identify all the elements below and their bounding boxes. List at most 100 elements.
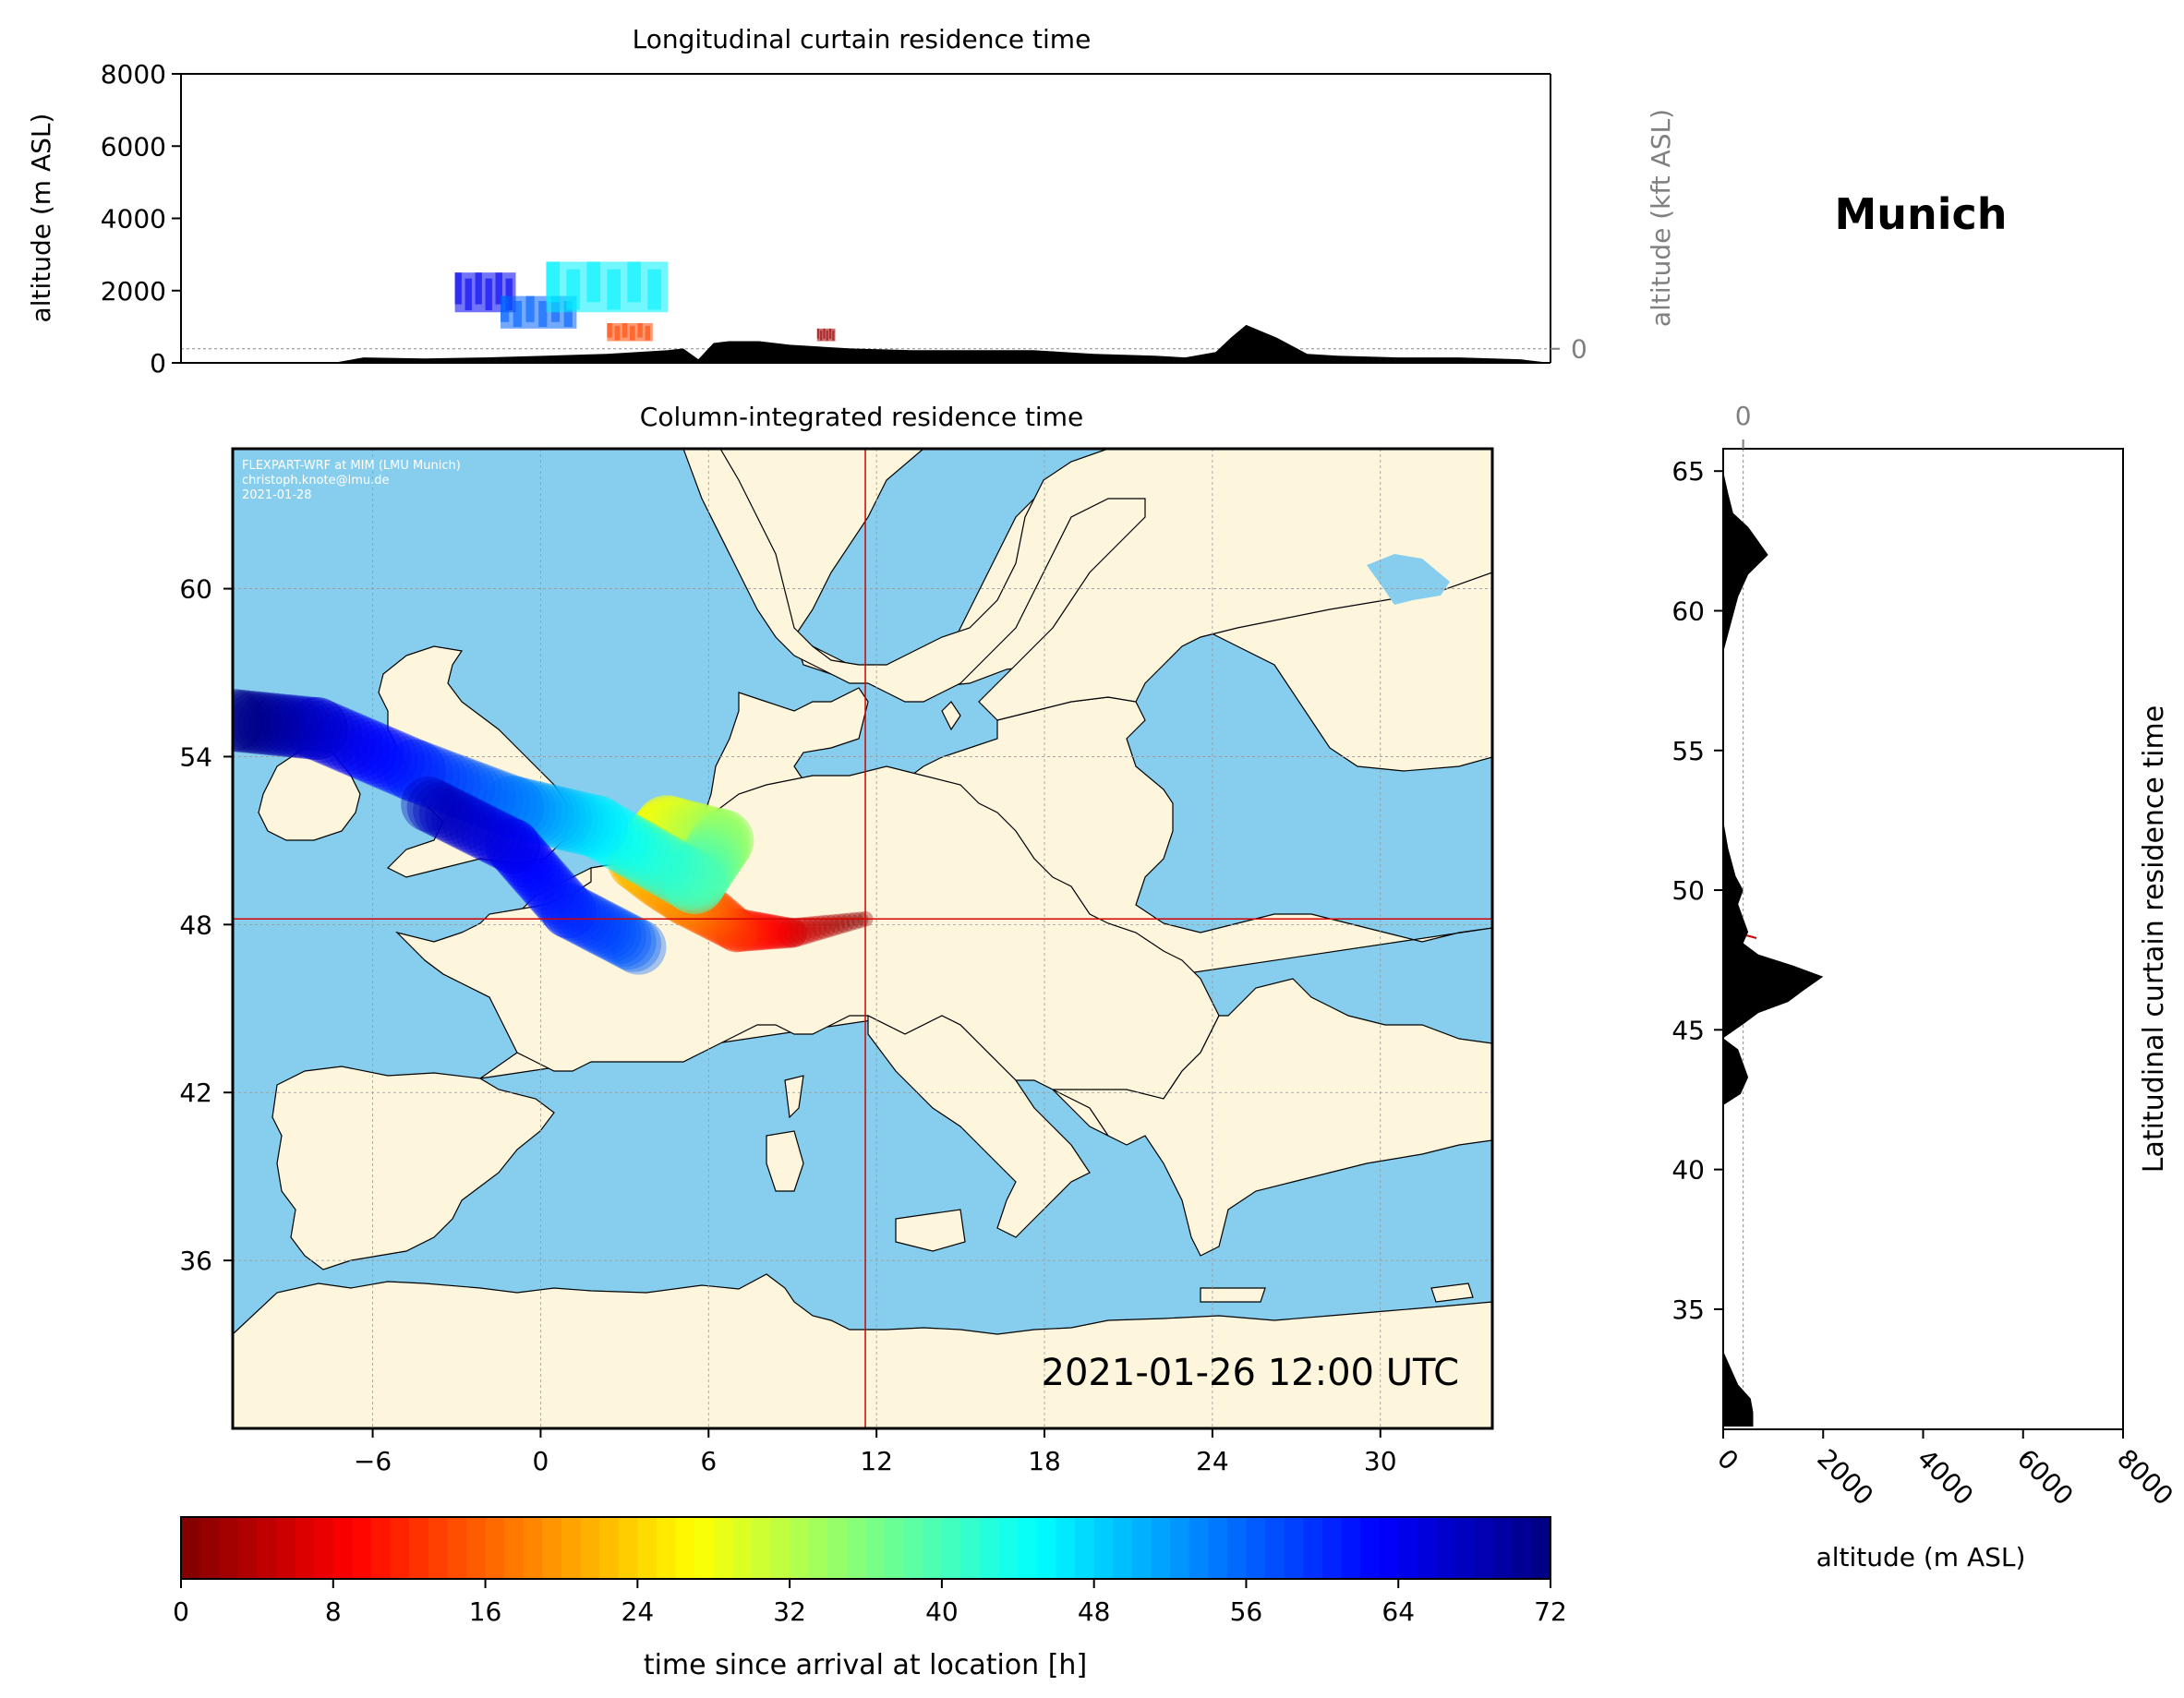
plume-segment [243,692,307,756]
side-x-tick-label: 6000 [2011,1443,2080,1511]
colorbar-cell [923,1517,943,1579]
residence-patch-strip [621,322,628,338]
side-panel-grid [1743,449,1744,1429]
map-x-ticks: −6 0 6 12 18 24 30 [354,1428,1397,1476]
plume-segment [806,915,831,941]
colorbar-cell [941,1517,962,1579]
plume-segment [633,797,696,861]
side-xlabel: altitude (m ASL) [1816,1542,2026,1572]
colorbar-cell [827,1517,848,1579]
colorbar-tick-label: 72 [1534,1596,1567,1627]
top-left-tick-label: 6000 [101,131,166,162]
plume-segment [481,776,545,838]
colorbar-cell [751,1517,772,1579]
residence-patch-strip [832,330,835,341]
plume-segment [383,739,446,802]
residence-patch-strip [816,328,819,339]
great-britain [378,645,573,878]
plume-segment [313,709,377,773]
plume-segment-south [466,809,523,865]
colorbar-tick-label: 48 [1078,1596,1111,1627]
plume-segment [675,805,739,869]
plume-segment [390,741,453,805]
colorbar-cell [219,1517,239,1579]
colorbar-cell [1151,1517,1171,1579]
plume-segment [493,778,557,842]
plume-segment-south [590,909,646,965]
plume-segment [474,773,537,837]
plume-segment [425,754,489,818]
plume-segment [348,724,412,788]
colorbar-cell [1018,1517,1038,1579]
plume-segment-south [565,896,621,952]
colorbar-cell [504,1517,525,1579]
plume-segment [579,802,643,866]
plume-segment [691,809,754,873]
model-annotation-line-2: christoph.knote@lmu.de [242,474,390,488]
residence-patch-strip [823,328,826,339]
colorbar-cell [960,1517,981,1579]
plume-segment-south [540,883,597,939]
colorbar-cell [1265,1517,1285,1579]
plume-segment [467,770,530,834]
colorbar-cell [332,1517,353,1579]
colorbar-cell [580,1517,600,1579]
colorbar-cell [1531,1517,1551,1579]
side-x-tick-label: 2000 [1811,1443,1879,1511]
plume-segment [646,798,710,861]
plume-segment [619,814,682,877]
ireland [258,747,361,841]
plume-segment [682,807,746,871]
colorbar-cell [1170,1517,1190,1579]
plume-segment-south [454,803,511,860]
plume-segment [669,876,725,932]
colorbar-cell [181,1517,201,1579]
plume-segment-south [537,878,593,934]
plume-segment [610,831,674,895]
colorbar-cell [257,1517,277,1579]
plume-segment-south [442,797,499,853]
plume-segment [535,788,598,851]
colorbar-cell [618,1517,638,1579]
colorbar-cells [181,1517,1551,1579]
colorbar-cell [1075,1517,1095,1579]
plume-segment [334,717,397,781]
residence-time-plume [233,689,874,975]
colorbar-cell [275,1517,296,1579]
plume-segment [460,767,524,831]
colorbar-cell [390,1517,410,1579]
plume-segment-south [606,916,662,972]
plume-segment [698,897,746,945]
plume-segment [846,911,864,931]
gotland [941,701,961,731]
plume-segment [628,831,692,895]
residence-patch-strip [828,328,832,339]
plume-segment [723,909,766,952]
sicily [895,1209,966,1252]
residence-patch-strip [607,322,612,338]
crete [1200,1287,1266,1303]
plume-segment [607,828,670,892]
side-x-tick-label: 0 [1711,1443,1744,1476]
plume-segment [800,916,827,943]
map-x-tick-label: 24 [1196,1446,1229,1476]
plume-segment [651,799,715,862]
plume-segment-south [413,782,469,838]
plume-segment [547,790,610,854]
plume-segment-south [509,846,565,902]
colorbar-cell [1131,1517,1152,1579]
plume-segment [773,917,804,948]
plume-segment [667,845,730,909]
plume-segment-south [485,818,541,874]
plume-segment [817,914,840,938]
residence-patch-strip [501,295,510,322]
residence-patch-strip [525,295,535,322]
plume-segment [233,690,276,753]
plume-segment [665,848,729,911]
plume-segment [834,912,855,933]
plume-segment [673,879,728,933]
colorbar-cell [295,1517,315,1579]
residence-patch-strip [586,261,601,303]
plume-segment [553,792,617,856]
plume-segment [677,882,731,935]
